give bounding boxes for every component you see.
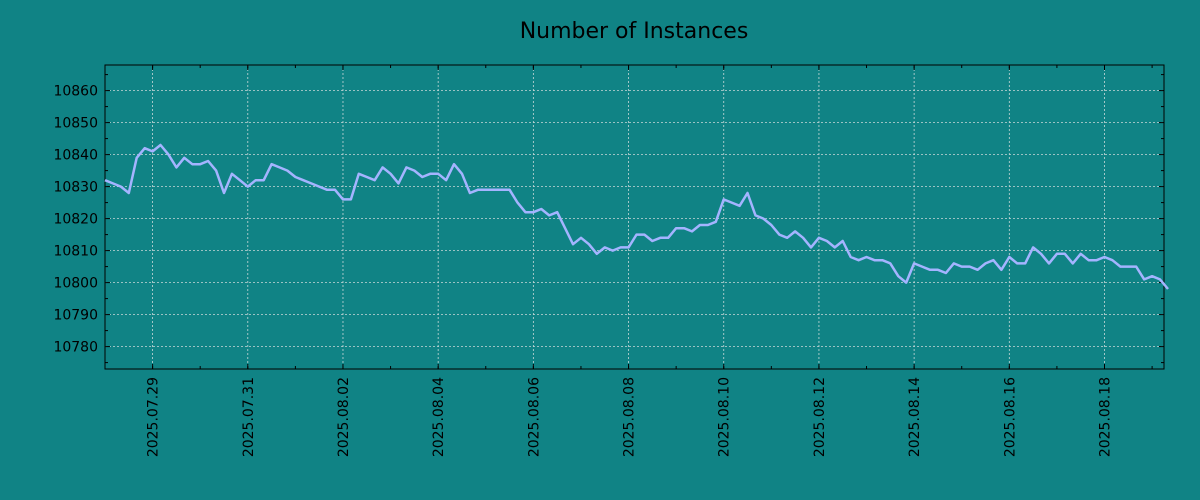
x-tick-label: 2025.08.18 (1098, 377, 1114, 457)
x-tick-label: 2025.08.08 (622, 377, 638, 457)
y-tick-label: 10830 (53, 180, 98, 196)
x-tick-label: 2025.08.02 (336, 377, 352, 457)
x-tick-label: 2025.08.12 (812, 377, 828, 457)
y-tick-label: 10820 (53, 212, 98, 228)
x-tick-label: 2025.07.29 (146, 377, 162, 457)
y-tick-label: 10850 (53, 116, 98, 132)
x-tick-label: 2025.08.14 (907, 377, 923, 457)
y-tick-label: 10790 (53, 308, 98, 324)
y-tick-label: 10840 (53, 148, 98, 164)
grid-lines (105, 65, 1164, 369)
series-group (104, 143, 1169, 290)
x-tick-label: 2025.08.10 (717, 377, 733, 457)
x-tick-label: 2025.08.16 (1002, 377, 1018, 457)
y-tick-label: 10780 (53, 340, 98, 356)
chart-title: Number of Instances (520, 19, 749, 44)
x-tick-label: 2025.08.04 (431, 377, 447, 457)
x-tick-label: 2025.07.31 (241, 377, 257, 457)
series-line (104, 143, 1169, 290)
y-tick-label: 10800 (53, 276, 98, 292)
y-tick-label: 10810 (53, 244, 98, 260)
axis-ticks: 10780 10790 10800 10810 10820 10830 10840 10850… (53, 65, 1164, 457)
plot-area-frame (104, 64, 1165, 370)
y-tick-label: 10860 (53, 84, 98, 100)
x-tick-label: 2025.08.06 (526, 377, 542, 457)
